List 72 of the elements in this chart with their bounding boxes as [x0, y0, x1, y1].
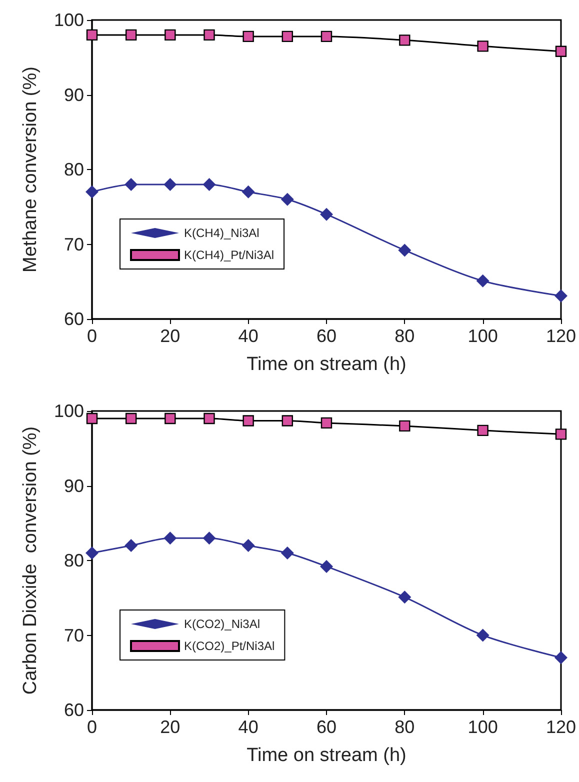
x-tick-label: 120 [546, 717, 576, 737]
point [320, 560, 333, 573]
x-tick-label: 100 [468, 326, 498, 346]
point [476, 628, 490, 642]
y-tick-label: 60 [64, 309, 84, 329]
point [164, 532, 177, 545]
point [125, 29, 137, 41]
x-tick-label: 0 [86, 717, 98, 737]
point [320, 417, 332, 429]
y-tick-label: 60 [64, 700, 84, 720]
x-tick-label: 20 [160, 326, 180, 346]
y-tick-label: 70 [64, 234, 84, 254]
x-tick-label: 60 [316, 717, 337, 737]
point [282, 415, 294, 426]
x-tick-label: 80 [394, 717, 415, 737]
point [164, 29, 176, 41]
y-tick-label: 70 [64, 625, 84, 646]
x-tick-label: 40 [238, 326, 258, 346]
point [282, 30, 294, 42]
point [320, 30, 332, 42]
x-axis-title: Time on stream (h) [246, 354, 406, 375]
point [86, 185, 98, 198]
y-tick-label: 100 [54, 401, 84, 421]
point [242, 539, 255, 552]
point [164, 178, 177, 191]
point [86, 546, 98, 560]
point [477, 40, 488, 52]
y-tick-label: 90 [64, 476, 84, 496]
x-tick-label: 20 [160, 717, 180, 737]
y-axis-title: Carbon Dioxide conversion (%) [20, 426, 41, 695]
point [86, 29, 98, 41]
point [555, 46, 567, 57]
y-tick-label: 80 [64, 550, 84, 570]
point [242, 30, 254, 42]
point [399, 34, 410, 46]
point [398, 244, 412, 257]
point [320, 208, 333, 221]
y-tick-label: 90 [64, 84, 84, 105]
point [476, 274, 490, 288]
point [398, 590, 412, 604]
point [477, 424, 488, 436]
point [280, 192, 294, 206]
point [204, 29, 215, 41]
point [202, 178, 216, 191]
point [554, 651, 568, 664]
legend-label: K(CO2)_Ni3Al [184, 617, 260, 631]
x-tick-label: 80 [394, 326, 415, 346]
x-tick-label: 100 [468, 717, 498, 737]
y-tick-label: 100 [54, 10, 84, 30]
point [399, 420, 410, 432]
y-axis-title: Methane conversion (%) [20, 66, 41, 272]
point [86, 412, 98, 424]
legend-label: K(CO2)_Pt/Ni3Al [184, 639, 275, 653]
point [202, 532, 216, 545]
point [555, 428, 567, 440]
point [280, 546, 294, 560]
point [204, 412, 215, 424]
x-tick-label: 40 [238, 717, 258, 737]
point [124, 539, 138, 552]
point [164, 412, 176, 424]
x-tick-label: 0 [86, 326, 98, 346]
point [242, 185, 255, 198]
y-tick-label: 80 [64, 160, 84, 180]
point [242, 415, 254, 426]
point [554, 289, 568, 302]
point [124, 178, 138, 191]
x-tick-label: 60 [316, 326, 337, 346]
point [125, 412, 137, 424]
x-axis-title: Time on stream (h) [246, 745, 406, 766]
legend-label: K(CH4)_Pt/Ni3Al [184, 248, 274, 262]
x-tick-label: 120 [546, 326, 576, 346]
legend-label: K(CH4)_Ni3Al [184, 226, 260, 240]
